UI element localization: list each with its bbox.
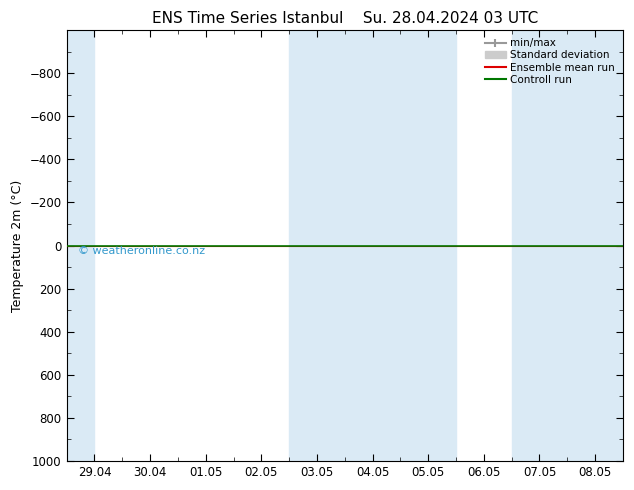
Title: ENS Time Series Istanbul    Su. 28.04.2024 03 UTC: ENS Time Series Istanbul Su. 28.04.2024 …	[152, 11, 538, 26]
Bar	[289, 30, 456, 461]
Bar	[67, 30, 94, 461]
Text: © weatheronline.co.nz: © weatheronline.co.nz	[78, 246, 205, 256]
Y-axis label: Temperature 2m (°C): Temperature 2m (°C)	[11, 179, 24, 312]
Legend: min/max, Standard deviation, Ensemble mean run, Controll run: min/max, Standard deviation, Ensemble me…	[482, 35, 618, 88]
Bar	[512, 30, 623, 461]
